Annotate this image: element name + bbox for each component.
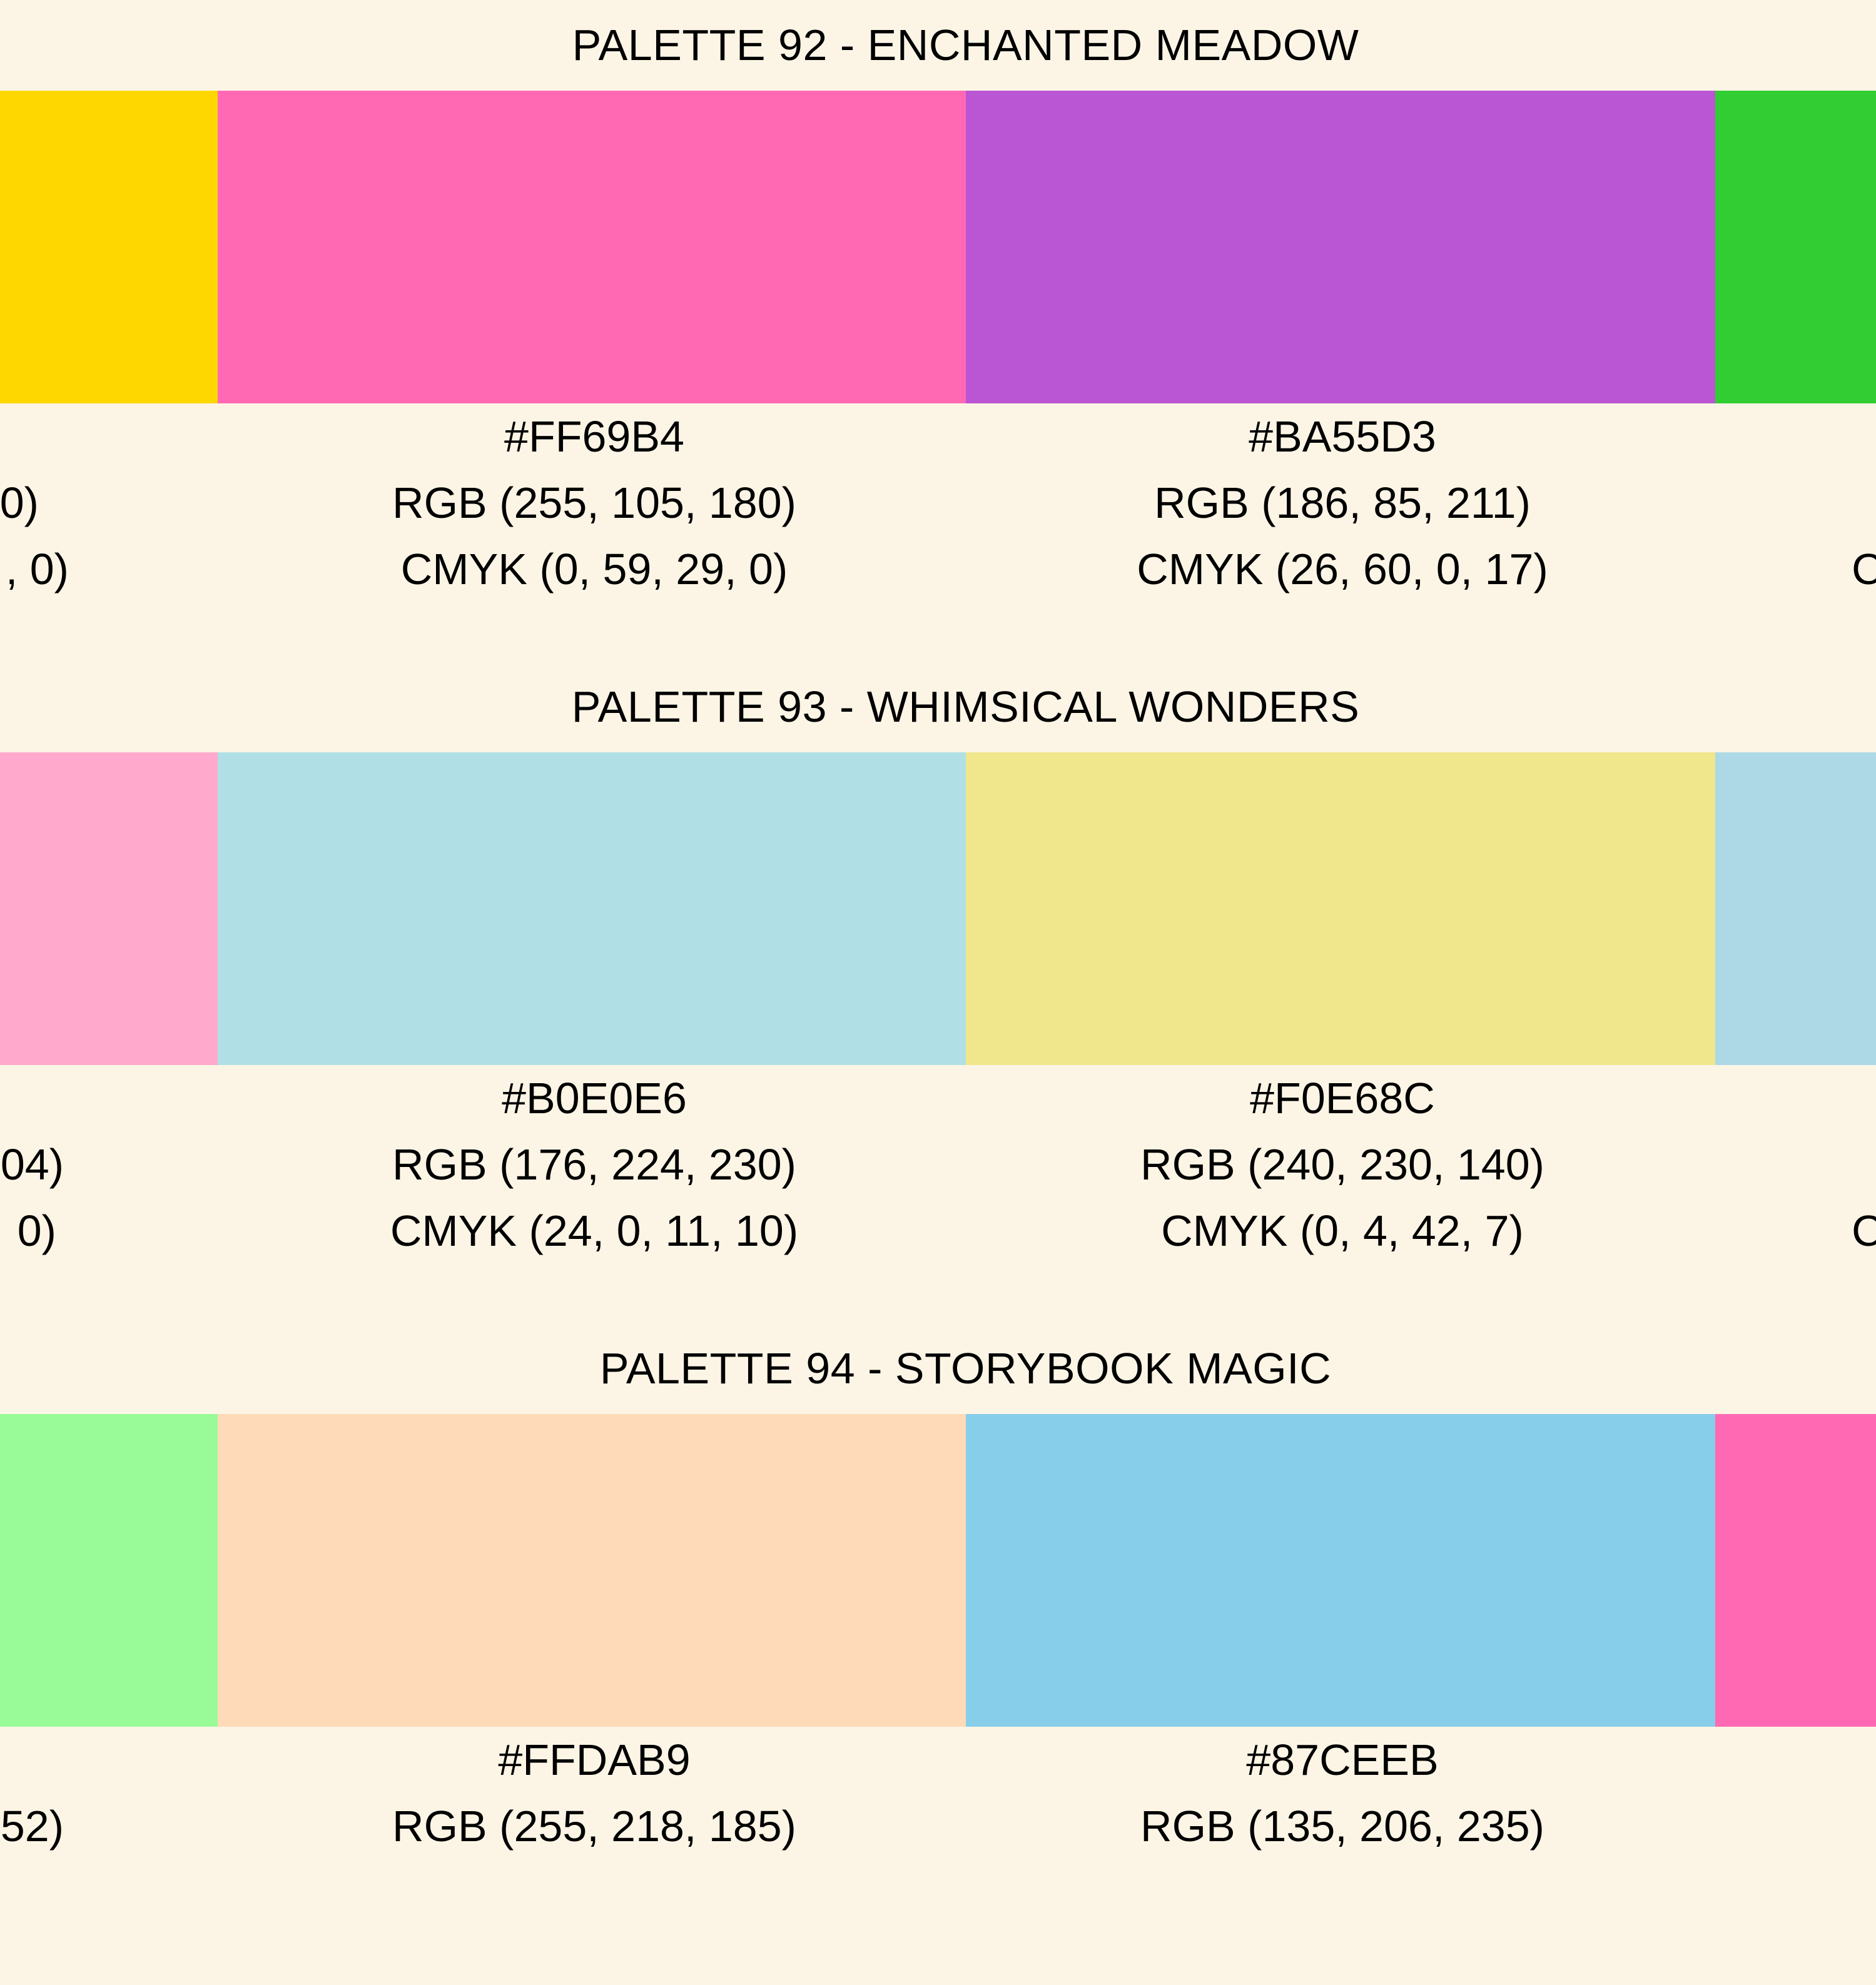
- palette-title: PALETTE 93 - WHIMSICAL WONDERS: [571, 682, 1360, 731]
- cmyk-value: CMYK (0, 4, 42, 7): [1161, 1206, 1524, 1255]
- cmyk-value: CMYK (24, 0, 11, 10): [390, 1206, 799, 1255]
- cmyk-value: 0): [17, 1206, 56, 1255]
- cmyk-value: C: [1852, 1206, 1876, 1255]
- hex-value: #FF69B4: [504, 412, 684, 461]
- cmyk-value: CMYK (0, 59, 29, 0): [400, 545, 788, 593]
- cmyk-value: C: [1852, 545, 1876, 593]
- rgb-value: 52): [0, 1802, 64, 1851]
- color-swatch: [966, 752, 1715, 1065]
- color-swatch-left-partial: [0, 91, 218, 403]
- color-swatch-right-partial: [1715, 91, 1876, 403]
- palette-title: PALETTE 94 - STORYBOOK MAGIC: [599, 1344, 1332, 1393]
- rgb-value: RGB (176, 224, 230): [392, 1140, 796, 1189]
- palette-93: PALETTE 93 - WHIMSICAL WONDERS 04) 0) #B…: [0, 662, 1876, 1323]
- color-swatch: [966, 91, 1715, 403]
- color-swatch-right-partial: [1715, 752, 1876, 1065]
- rgb-value: 0): [0, 478, 39, 527]
- palette-94: PALETTE 94 - STORYBOOK MAGIC 52) #FFDAB9…: [0, 1323, 1876, 1985]
- color-swatch: [218, 91, 966, 403]
- color-swatch: [218, 752, 966, 1065]
- rgb-value: RGB (255, 105, 180): [392, 478, 796, 527]
- cmyk-value: CMYK (26, 60, 0, 17): [1137, 545, 1548, 593]
- hex-value: #B0E0E6: [502, 1074, 687, 1123]
- color-swatch: [966, 1414, 1715, 1727]
- hex-value: #BA55D3: [1249, 412, 1436, 461]
- rgb-value: RGB (135, 206, 235): [1140, 1802, 1544, 1851]
- rgb-value: 04): [0, 1140, 64, 1189]
- rgb-value: RGB (186, 85, 211): [1154, 478, 1531, 527]
- color-swatch: [218, 1414, 966, 1727]
- color-swatch-right-partial: [1715, 1414, 1876, 1727]
- rgb-value: RGB (240, 230, 140): [1140, 1140, 1544, 1189]
- color-swatch-left-partial: [0, 1414, 218, 1727]
- cmyk-value: , 0): [5, 545, 69, 593]
- palette-92: PALETTE 92 - ENCHANTED MEADOW 0) , 0) #F…: [0, 0, 1876, 662]
- hex-value: #FFDAB9: [498, 1735, 691, 1784]
- color-swatch-left-partial: [0, 752, 218, 1065]
- hex-value: #F0E68C: [1250, 1074, 1435, 1123]
- palette-title: PALETTE 92 - ENCHANTED MEADOW: [572, 21, 1359, 69]
- rgb-value: RGB (255, 218, 185): [392, 1802, 796, 1851]
- hex-value: #87CEEB: [1246, 1735, 1439, 1784]
